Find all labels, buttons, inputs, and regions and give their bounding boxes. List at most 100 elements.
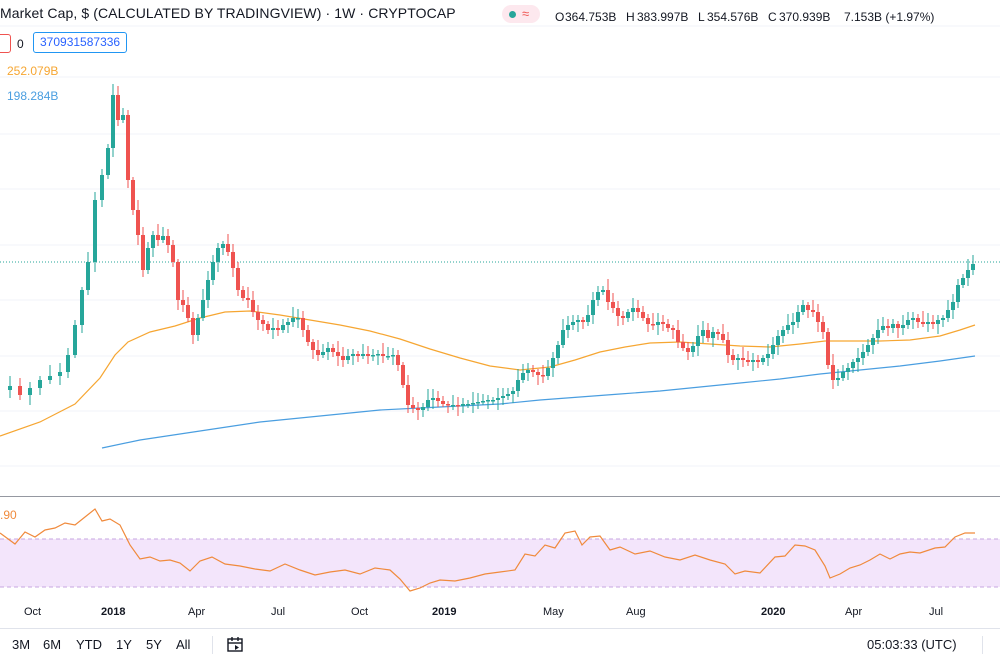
price-chart[interactable] <box>0 0 1000 496</box>
ohlc-close-label: C <box>768 10 777 24</box>
candle <box>766 354 770 358</box>
candle <box>866 345 870 352</box>
candle <box>451 405 455 407</box>
candle <box>441 401 445 404</box>
candle <box>651 324 655 326</box>
candle <box>806 305 810 310</box>
candle <box>696 336 700 346</box>
candle <box>406 385 410 405</box>
candle <box>751 360 755 362</box>
candle <box>781 330 785 336</box>
x-tick-label: Oct <box>351 606 369 618</box>
candle <box>231 252 235 268</box>
volume-value-badge[interactable]: 370931587336 <box>33 32 128 53</box>
candle <box>206 280 210 300</box>
candle <box>561 330 565 345</box>
candle <box>811 310 815 312</box>
candle <box>291 318 295 322</box>
utc-clock[interactable]: 05:03:33 (UTC) <box>867 637 957 652</box>
bottom-toolbar: 3M 6M YTD 1Y 5Y All 05:03:33 (UTC) <box>0 628 1000 660</box>
candle <box>256 312 260 320</box>
candle <box>616 308 620 316</box>
range-3m-button[interactable]: 3M <box>12 637 31 652</box>
candle <box>146 248 150 270</box>
candle <box>741 358 745 360</box>
volume-color-box[interactable] <box>0 34 11 53</box>
candle <box>211 262 215 280</box>
range-6m-button[interactable]: 6M <box>43 637 62 652</box>
candle <box>771 345 775 354</box>
candles <box>8 84 975 420</box>
candle <box>100 175 104 200</box>
volume-zero: 0 <box>17 37 24 51</box>
candle <box>586 315 590 322</box>
symbol-title[interactable]: Market Cap, $ (CALCULATED BY TRADINGVIEW… <box>0 5 456 21</box>
candle <box>476 402 480 404</box>
candle <box>726 340 730 355</box>
candle <box>121 115 125 120</box>
candle <box>491 400 495 402</box>
candle <box>951 302 955 310</box>
candle <box>796 312 800 322</box>
candle <box>166 236 170 245</box>
ma50-label: 252.079B <box>7 64 59 78</box>
candle <box>971 264 975 270</box>
candle <box>681 342 685 348</box>
candle <box>666 324 670 328</box>
candle <box>371 355 375 357</box>
candle <box>956 285 960 302</box>
candle <box>316 350 320 355</box>
candle <box>581 320 585 322</box>
candle <box>626 312 630 318</box>
candle <box>721 334 725 340</box>
candle <box>141 235 145 270</box>
candle <box>156 235 160 240</box>
candle <box>831 365 835 380</box>
candle <box>191 318 195 335</box>
candle <box>506 394 510 396</box>
pane-separator[interactable] <box>0 496 1000 497</box>
candle <box>466 404 470 406</box>
candle <box>136 210 140 235</box>
ma50-line <box>0 310 976 437</box>
candle <box>236 268 240 290</box>
candle <box>631 308 635 312</box>
candle <box>636 308 640 312</box>
range-1y-button[interactable]: 1Y <box>116 637 132 652</box>
candle <box>931 322 935 324</box>
candle <box>891 324 895 328</box>
candle <box>711 332 715 338</box>
market-status-pill[interactable]: ≈ <box>502 5 540 23</box>
range-ytd-button[interactable]: YTD <box>76 637 102 652</box>
x-tick-label: 2018 <box>101 606 126 618</box>
candle <box>8 386 12 390</box>
rsi-pane[interactable]: .90 <box>0 497 1000 601</box>
candle <box>596 292 600 300</box>
candle <box>331 348 335 352</box>
candle <box>341 356 345 360</box>
goto-date-icon[interactable] <box>226 636 246 654</box>
candle <box>311 342 315 350</box>
candle <box>496 398 500 400</box>
candle <box>816 312 820 322</box>
ohlc-low-label: L <box>698 10 705 24</box>
candle <box>921 322 925 324</box>
candle <box>181 300 185 305</box>
range-5y-button[interactable]: 5Y <box>146 637 162 652</box>
candle <box>966 270 970 278</box>
candle <box>926 322 930 324</box>
candle <box>621 316 625 318</box>
candle <box>846 368 850 372</box>
candle <box>366 354 370 356</box>
candle <box>686 348 690 352</box>
candle <box>531 370 535 372</box>
candle <box>776 336 780 345</box>
candle <box>66 355 70 372</box>
candle <box>736 358 740 360</box>
candle <box>276 328 280 330</box>
candle <box>171 245 175 262</box>
candle <box>871 338 875 345</box>
candle <box>446 404 450 406</box>
range-all-button[interactable]: All <box>176 637 191 652</box>
candle <box>516 380 520 391</box>
